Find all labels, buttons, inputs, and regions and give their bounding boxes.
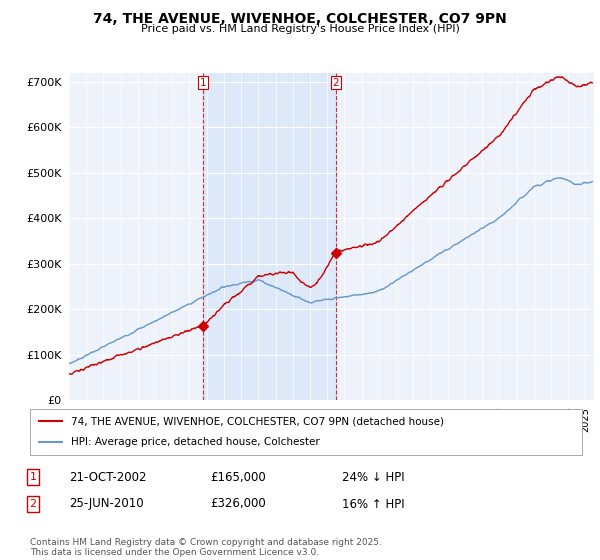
Text: 2: 2 bbox=[332, 78, 339, 88]
Text: 16% ↑ HPI: 16% ↑ HPI bbox=[342, 497, 404, 511]
Text: 25-JUN-2010: 25-JUN-2010 bbox=[69, 497, 143, 511]
Text: 21-OCT-2002: 21-OCT-2002 bbox=[69, 470, 146, 484]
Text: 2: 2 bbox=[29, 499, 37, 509]
Bar bbox=[203, 73, 336, 400]
Text: 1: 1 bbox=[200, 78, 206, 88]
Text: £326,000: £326,000 bbox=[210, 497, 266, 511]
Text: Contains HM Land Registry data © Crown copyright and database right 2025.
This d: Contains HM Land Registry data © Crown c… bbox=[30, 538, 382, 557]
Text: HPI: Average price, detached house, Colchester: HPI: Average price, detached house, Colc… bbox=[71, 437, 320, 447]
Text: Price paid vs. HM Land Registry's House Price Index (HPI): Price paid vs. HM Land Registry's House … bbox=[140, 24, 460, 34]
Text: 74, THE AVENUE, WIVENHOE, COLCHESTER, CO7 9PN: 74, THE AVENUE, WIVENHOE, COLCHESTER, CO… bbox=[93, 12, 507, 26]
Text: 1: 1 bbox=[29, 472, 37, 482]
Text: £165,000: £165,000 bbox=[210, 470, 266, 484]
Text: 24% ↓ HPI: 24% ↓ HPI bbox=[342, 470, 404, 484]
Text: 74, THE AVENUE, WIVENHOE, COLCHESTER, CO7 9PN (detached house): 74, THE AVENUE, WIVENHOE, COLCHESTER, CO… bbox=[71, 416, 445, 426]
